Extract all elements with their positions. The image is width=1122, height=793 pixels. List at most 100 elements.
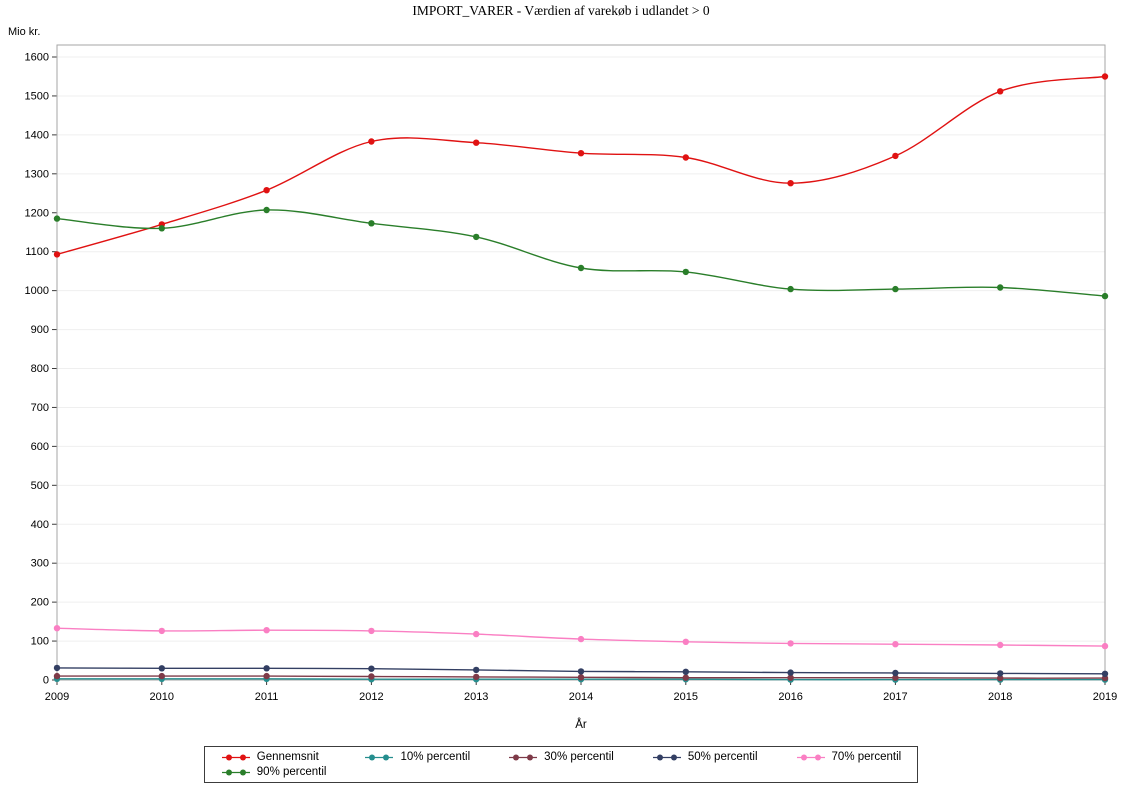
data-point (997, 674, 1004, 682)
data-point (577, 264, 585, 272)
y-tick-label: 200 (31, 597, 49, 609)
data-point (577, 674, 585, 681)
data-point (892, 152, 899, 160)
series-line (56, 75, 1106, 256)
data-point (787, 640, 794, 647)
x-tick-label: 2009 (45, 691, 69, 703)
y-tick-label: 600 (31, 441, 49, 453)
legend-label: 30% percentil (544, 751, 614, 763)
data-point (787, 180, 794, 187)
data-point (263, 206, 270, 214)
data-point (682, 638, 689, 645)
axes (52, 44, 1106, 685)
legend-item-10-percentil: 10% percentil (364, 751, 470, 763)
data-point (787, 669, 794, 676)
data-point (1101, 642, 1109, 650)
data-point (53, 664, 61, 672)
y-tick-label: 800 (31, 363, 49, 375)
data-point (368, 673, 375, 680)
y-tick-label: 1400 (25, 129, 49, 141)
x-tick-label: 2016 (778, 691, 802, 703)
legend-label: Gennemsnit (256, 751, 319, 763)
data-point (473, 630, 480, 638)
y-tick-label: 1600 (25, 52, 49, 64)
data-point (577, 150, 585, 157)
data-point (263, 672, 270, 680)
legend-label: 70% percentil (831, 751, 902, 763)
data-point (892, 641, 899, 648)
x-tick-label: 2015 (674, 691, 698, 703)
data-point (577, 668, 585, 675)
data-point (53, 215, 61, 222)
legend-item-70-percentil: 70% percentil (796, 751, 902, 763)
data-point (892, 285, 899, 293)
series-90-percentil (53, 206, 1109, 300)
series-line (56, 209, 1106, 297)
legend-box: Gennemsnit 10% percentil 30% percentil 50% … (203, 746, 919, 783)
data-point (368, 220, 375, 227)
y-tick-label: 100 (31, 636, 49, 648)
data-point (158, 665, 165, 672)
y-tick-label: 1300 (25, 168, 49, 180)
gridlines (57, 56, 1105, 642)
y-tick-label: 500 (31, 480, 49, 492)
data-point (263, 627, 270, 634)
plot-frame (56, 44, 1106, 681)
data-point (473, 233, 480, 241)
data-point (263, 187, 270, 194)
data-point (682, 668, 689, 675)
data-point (1101, 292, 1109, 300)
y-tick-label: 900 (31, 324, 49, 336)
legend-marker-icon (796, 754, 825, 760)
x-tick-label: 2017 (883, 691, 907, 703)
y-axis-unit-label: Mio kr. (8, 26, 41, 38)
data-point (53, 672, 61, 680)
y-tick-label: 0 (43, 675, 49, 687)
legend-item-gennemsnit: Gennemsnit (221, 751, 327, 763)
axis-tick-labels: 0 100 200 300 400 500 600 700 800 900 1000 1100 1200… (25, 52, 1118, 704)
legend-marker-icon (221, 769, 250, 775)
x-tick-label: 2019 (1093, 691, 1117, 703)
data-point (158, 225, 165, 232)
data-point (473, 673, 480, 681)
data-point (682, 268, 689, 276)
data-point (1101, 670, 1109, 677)
legend-item-90-percentil: 90% percentil (221, 766, 327, 778)
series-50-percentil (53, 664, 1109, 677)
data-point (158, 627, 165, 635)
data-point (473, 139, 480, 146)
y-tick-label: 1100 (25, 246, 49, 258)
x-tick-label: 2018 (988, 691, 1012, 703)
data-point (997, 641, 1004, 649)
data-point (1101, 73, 1109, 80)
legend-marker-icon (509, 754, 538, 760)
data-point (53, 251, 61, 258)
data-point (368, 627, 375, 635)
y-tick-label: 400 (31, 519, 49, 531)
legend: Gennemsnit 10% percentil 30% percentil 50% … (0, 746, 1122, 783)
y-tick-label: 1000 (25, 285, 49, 297)
x-axis-title: År (575, 719, 587, 731)
data-point (368, 138, 375, 145)
legend-label: 10% percentil (400, 751, 471, 763)
data-point (892, 674, 899, 681)
y-tick-label: 1200 (25, 207, 49, 219)
data-point (682, 674, 689, 681)
legend-item-30-percentil: 30% percentil (508, 751, 614, 763)
legend-label: 90% percentil (256, 766, 327, 778)
x-tick-label: 2011 (255, 691, 279, 703)
x-tick-label: 2012 (359, 691, 383, 703)
data-point (997, 670, 1004, 677)
data-point (368, 665, 375, 672)
legend-item-50-percentil: 50% percentil (652, 751, 758, 763)
data-point (473, 666, 480, 674)
data-point (997, 88, 1004, 95)
data-point (892, 669, 899, 677)
series-70-percentil (53, 625, 1109, 650)
x-tick-label: 2010 (150, 691, 174, 703)
y-tick-label: 700 (31, 402, 49, 414)
y-tick-label: 1500 (25, 90, 49, 102)
data-point (787, 285, 794, 293)
series-gennemsnit (53, 73, 1109, 258)
